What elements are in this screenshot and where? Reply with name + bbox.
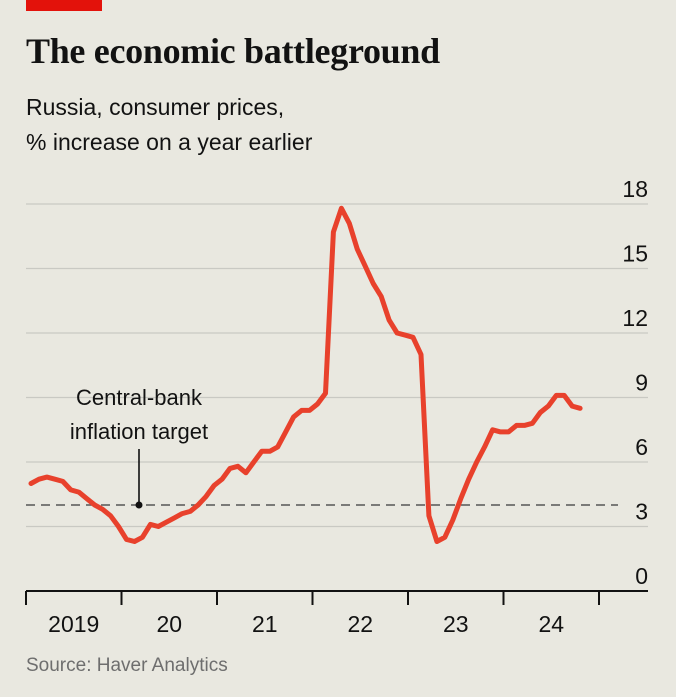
y-tick-label: 6 (635, 434, 648, 460)
subtitle-line-2: % increase on a year earlier (26, 129, 313, 155)
cpi-series-line (28, 205, 583, 544)
chart-subtitle: Russia, consumer prices, % increase on a… (26, 90, 312, 160)
source-note: Source: Haver Analytics (26, 655, 228, 676)
x-tick-label: 23 (443, 611, 469, 637)
accent-bar (26, 0, 102, 11)
y-tick-label: 0 (635, 563, 648, 589)
y-tick-label: 15 (622, 241, 648, 267)
y-tick-label: 18 (622, 176, 648, 202)
y-tick-label: 12 (622, 305, 648, 331)
annotation-label-line1: Central-bank (76, 385, 203, 410)
x-tick-label: 21 (252, 611, 278, 637)
x-tick-label: 2019 (48, 611, 99, 637)
subtitle-line-1: Russia, consumer prices, (26, 94, 285, 120)
chart-title: The economic battleground (26, 31, 440, 71)
y-tick-label: 9 (635, 370, 648, 396)
x-tick-label: 20 (156, 611, 182, 637)
x-tick-label: 24 (538, 611, 564, 637)
annotation-label-line2: inflation target (70, 419, 208, 444)
y-tick-label: 3 (635, 499, 648, 525)
x-tick-label: 22 (347, 611, 373, 637)
annotation-pointer-dot (135, 501, 143, 509)
